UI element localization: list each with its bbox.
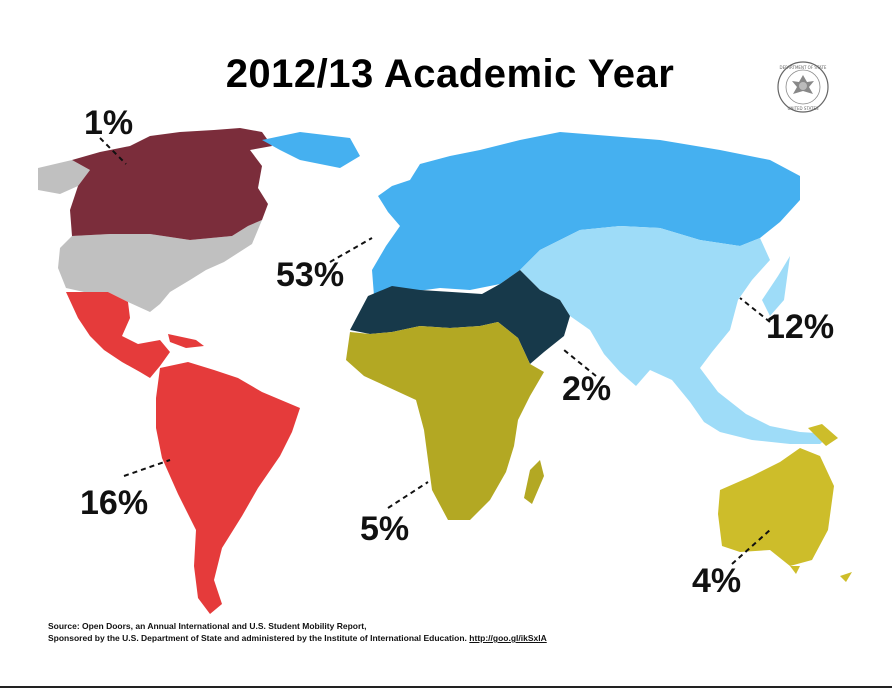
percent-label-asia: 12% — [766, 308, 835, 346]
region-usa — [38, 160, 262, 312]
source-line-2-text: Sponsored by the U.S. Department of Stat… — [48, 633, 467, 643]
region-sub-saharan-africa — [346, 322, 544, 520]
percent-label-canada: 1% — [84, 104, 134, 142]
region-mena — [350, 270, 570, 364]
percent-label-south-america: 16% — [80, 484, 149, 522]
svg-text:UNITED STATES: UNITED STATES — [787, 106, 818, 111]
leader-asia — [739, 297, 771, 323]
region-oceania — [718, 424, 852, 582]
leader-south-america — [123, 459, 171, 477]
department-of-state-seal-icon: DEPARTMENT OF STATE UNITED STATES — [777, 61, 829, 113]
region-central-america — [66, 292, 204, 378]
percent-label-africa: 5% — [360, 510, 410, 548]
region-europe — [262, 132, 800, 300]
percent-label-europe: 53% — [276, 256, 345, 294]
map-title: 2012/13 Academic Year — [225, 52, 675, 96]
bottom-divider — [0, 686, 892, 688]
leader-canada — [99, 137, 127, 165]
percent-label-oceania: 4% — [692, 562, 742, 600]
svg-text:DEPARTMENT OF STATE: DEPARTMENT OF STATE — [780, 65, 827, 70]
source-line-1: Source: Open Doors, an Annual Internatio… — [48, 621, 367, 631]
source-line-2: Sponsored by the U.S. Department of Stat… — [48, 632, 748, 644]
region-south-america — [156, 362, 300, 614]
leader-mena — [563, 349, 597, 377]
percent-label-mena: 2% — [562, 370, 612, 408]
leader-europe — [329, 237, 373, 263]
source-note: Source: Open Doors, an Annual Internatio… — [48, 620, 748, 644]
leader-lines — [99, 137, 771, 565]
region-canada — [70, 128, 272, 240]
leader-africa — [387, 481, 429, 509]
source-link[interactable]: http://goo.gl/ikSxlA — [469, 633, 547, 643]
region-asia — [520, 226, 832, 444]
